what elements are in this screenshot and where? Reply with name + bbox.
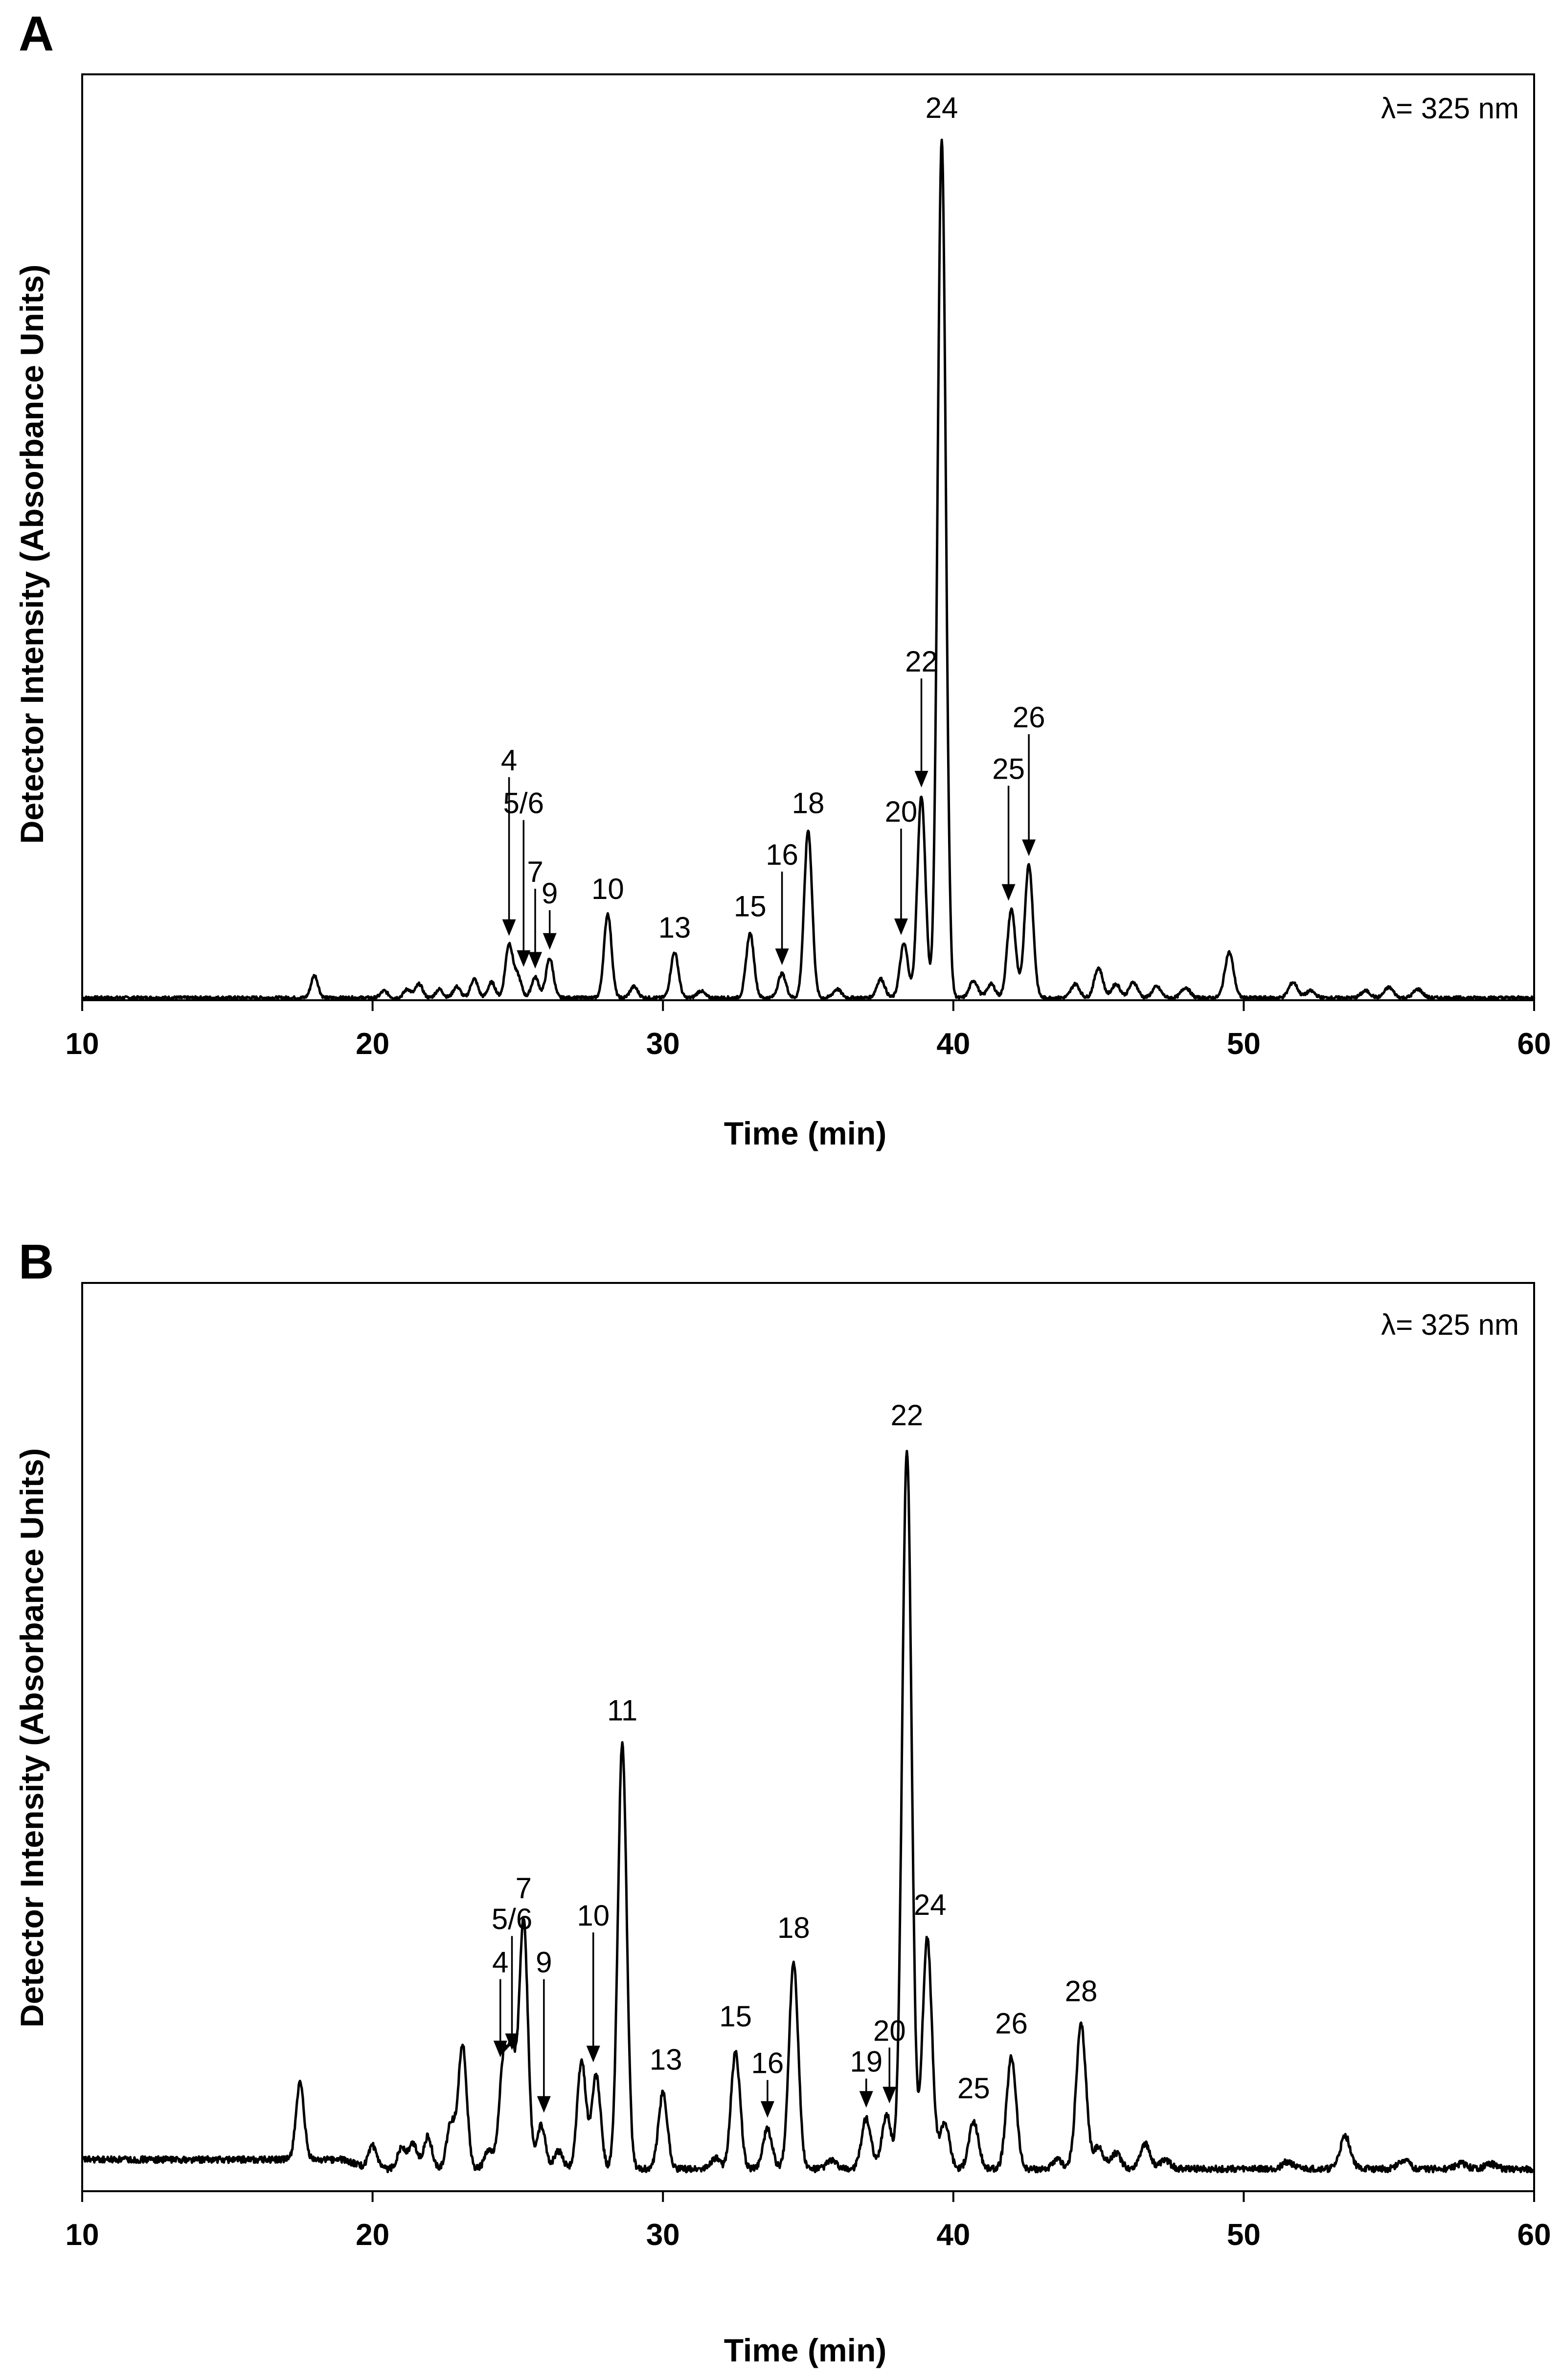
chromatogram-a: Detector Intensity (Absorbance Units) Ti…: [14, 73, 1551, 1151]
peak-arrowhead: [1022, 839, 1036, 856]
peak-label: 7: [516, 1872, 532, 1905]
chromatogram-panel-a: A Detector Intensity (Absorbance Units) …: [14, 6, 1551, 1151]
peak-label: 18: [777, 1911, 810, 1944]
peak-label: 5/6: [492, 1903, 532, 1935]
peak-label: 28: [1065, 1975, 1098, 2007]
peak-label: 15: [734, 890, 767, 922]
peak-arrowhead: [528, 952, 543, 969]
peak-label: 18: [792, 787, 825, 820]
x-tick-label: 40: [936, 1027, 970, 1061]
peak-label: 10: [577, 1899, 610, 1932]
panel-letter-a: A: [19, 6, 54, 61]
x-tick-label: 20: [356, 2218, 389, 2252]
peak-label: 4: [492, 1946, 508, 1979]
peak-label: 10: [591, 873, 624, 905]
peak-label: 24: [926, 91, 958, 124]
peak-label: 15: [719, 2000, 752, 2033]
peak-label: 22: [905, 645, 938, 678]
peak-arrowhead: [505, 2033, 519, 2050]
peak-arrowhead: [543, 933, 557, 950]
plot-frame: [81, 1282, 1535, 2192]
x-tick-label: 60: [1517, 1027, 1551, 1061]
wavelength-label: λ= 325 nm: [1381, 92, 1519, 125]
peak-label: 20: [885, 795, 918, 828]
x-tick-label: 50: [1227, 1027, 1261, 1061]
peak-label: 13: [658, 911, 691, 944]
x-tick-label: 30: [646, 1027, 680, 1061]
peak-label: 13: [650, 2043, 682, 2076]
panel-letter-b: B: [19, 1235, 54, 1289]
peak-arrowhead: [537, 2096, 551, 2113]
peak-label: 24: [914, 1888, 947, 1921]
peak-label: 19: [850, 2045, 883, 2078]
peak-arrowhead: [760, 2101, 774, 2118]
x-tick-label: 40: [936, 2218, 970, 2252]
x-tick-label: 20: [356, 1027, 389, 1061]
peak-arrowhead: [914, 771, 928, 788]
x-axis-title: Time (min): [724, 2332, 886, 2368]
peak-label: 26: [995, 2007, 1028, 2040]
chromatogram-trace: [81, 1450, 1536, 2174]
peak-arrowhead: [493, 2041, 507, 2058]
x-tick-label: 30: [646, 2218, 680, 2252]
peak-label: 11: [607, 1694, 637, 1727]
peak-label: 22: [890, 1399, 923, 1432]
peak-label: 7: [527, 855, 543, 888]
peak-arrowhead: [517, 950, 531, 967]
chromatogram-b: Detector Intensity (Absorbance Units) Ti…: [14, 1282, 1551, 2368]
x-tick-label: 10: [66, 2218, 99, 2252]
peak-label: 9: [542, 877, 558, 910]
peak-label: 26: [1013, 701, 1045, 734]
peak-label: 16: [766, 838, 798, 871]
x-tick-label: 50: [1227, 2218, 1261, 2252]
y-axis-title: Detector Intensity (Absorbance Units): [14, 1448, 50, 2028]
chromatogram-panel-b: B Detector Intensity (Absorbance Units) …: [0, 1190, 1562, 2380]
peak-arrowhead: [502, 919, 516, 936]
peak-arrowhead: [894, 918, 908, 935]
peak-label: 9: [536, 1946, 552, 1979]
peak-label: 20: [873, 2014, 906, 2047]
peak-arrowhead: [883, 2087, 897, 2104]
chromatogram-trace: [81, 138, 1536, 1001]
x-axis-title: Time (min): [724, 1115, 886, 1151]
peak-label: 25: [992, 752, 1025, 785]
plot-frame: [81, 73, 1535, 1001]
x-tick-label: 10: [66, 1027, 99, 1061]
peak-label: 16: [751, 2047, 784, 2080]
y-axis-title: Detector Intensity (Absorbance Units): [14, 265, 50, 844]
x-tick-label: 60: [1517, 2218, 1551, 2252]
peak-arrowhead: [859, 2091, 873, 2108]
peak-label: 4: [501, 744, 517, 777]
peak-arrowhead: [586, 2045, 600, 2063]
peak-label: 25: [957, 2072, 990, 2105]
peak-label: 5/6: [503, 787, 544, 820]
peak-arrowhead: [775, 948, 789, 965]
peak-arrowhead: [1001, 884, 1016, 901]
wavelength-label: λ= 325 nm: [1381, 1308, 1519, 1341]
